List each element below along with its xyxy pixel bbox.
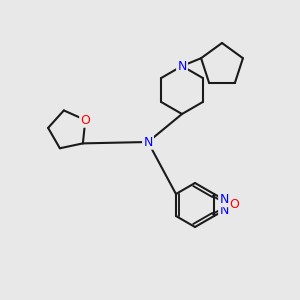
Text: N: N (177, 59, 187, 73)
Text: N: N (219, 204, 229, 217)
Text: O: O (80, 113, 90, 127)
Text: N: N (219, 193, 229, 206)
Text: O: O (229, 199, 239, 212)
Text: N: N (143, 136, 153, 148)
